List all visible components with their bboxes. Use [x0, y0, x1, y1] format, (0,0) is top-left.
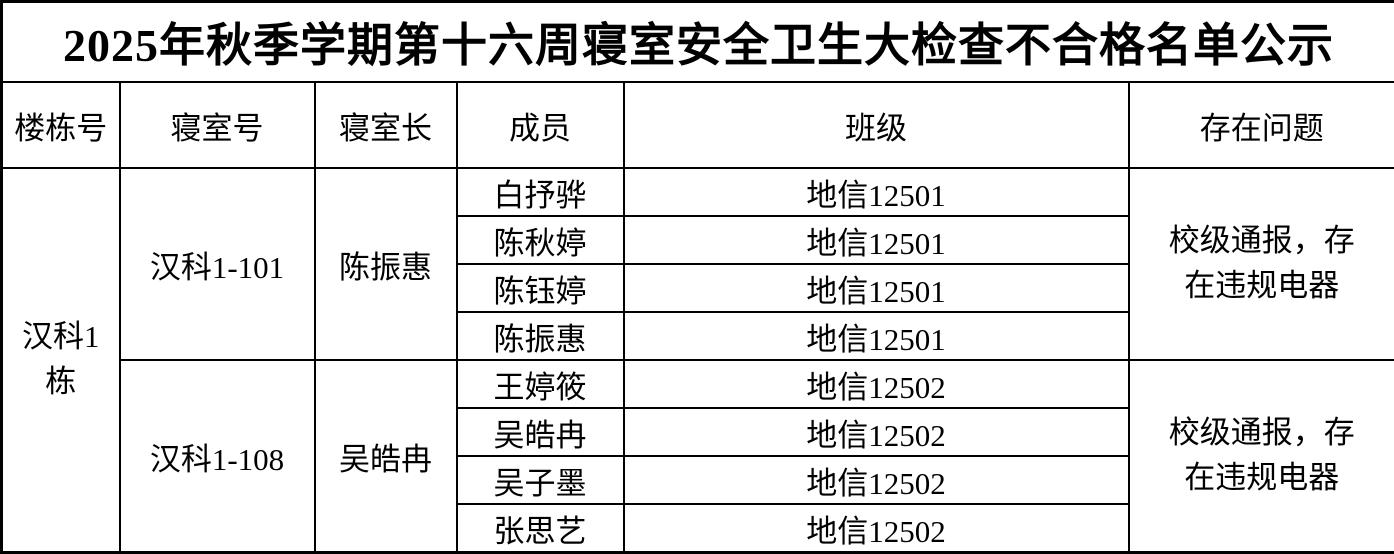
member-cell: 白抒骅 — [457, 168, 624, 216]
class-cell: 地信12501 — [624, 168, 1129, 216]
page-title: 2025年秋季学期第十六周寝室安全卫生大检查不合格名单公示 — [2, 2, 1394, 83]
inspection-notice-sheet: 2025年秋季学期第十六周寝室安全卫生大检查不合格名单公示 楼栋号 寝室号 寝室… — [0, 0, 1394, 542]
building-cell: 汉科1栋 — [2, 168, 120, 553]
table-row: 汉科1栋 汉科1-101 陈振惠 白抒骅 地信12501 校级通报，存在违规电器 — [2, 168, 1394, 216]
col-header-leader: 寝室长 — [315, 82, 457, 168]
member-cell: 陈钰婷 — [457, 264, 624, 312]
col-header-room: 寝室号 — [120, 82, 315, 168]
member-cell: 陈秋婷 — [457, 216, 624, 264]
building-label: 汉科1栋 — [20, 315, 102, 405]
member-cell: 吴子墨 — [457, 456, 624, 504]
problem-label: 校级通报，存在违规电器 — [1164, 219, 1359, 309]
room-cell: 汉科1-101 — [120, 168, 315, 360]
leader-cell: 陈振惠 — [315, 168, 457, 360]
class-cell: 地信12502 — [624, 408, 1129, 456]
member-cell: 吴皓冉 — [457, 408, 624, 456]
member-cell: 王婷筱 — [457, 360, 624, 408]
col-header-member: 成员 — [457, 82, 624, 168]
problem-label: 校级通报，存在违规电器 — [1164, 411, 1359, 501]
header-row: 楼栋号 寝室号 寝室长 成员 班级 存在问题 — [2, 82, 1394, 168]
col-header-class: 班级 — [624, 82, 1129, 168]
class-cell: 地信12501 — [624, 312, 1129, 360]
class-cell: 地信12502 — [624, 456, 1129, 504]
table-row: 汉科1-108 吴皓冉 王婷筱 地信12502 校级通报，存在违规电器 — [2, 360, 1394, 408]
leader-cell: 吴皓冉 — [315, 360, 457, 553]
problem-cell: 校级通报，存在违规电器 — [1129, 168, 1394, 360]
class-cell: 地信12502 — [624, 504, 1129, 553]
class-cell: 地信12501 — [624, 264, 1129, 312]
col-header-problem: 存在问题 — [1129, 82, 1394, 168]
col-header-building: 楼栋号 — [2, 82, 120, 168]
problem-cell: 校级通报，存在违规电器 — [1129, 360, 1394, 553]
class-cell: 地信12501 — [624, 216, 1129, 264]
room-cell: 汉科1-108 — [120, 360, 315, 553]
title-row: 2025年秋季学期第十六周寝室安全卫生大检查不合格名单公示 — [2, 2, 1394, 83]
member-cell: 陈振惠 — [457, 312, 624, 360]
class-cell: 地信12502 — [624, 360, 1129, 408]
member-cell: 张思艺 — [457, 504, 624, 553]
